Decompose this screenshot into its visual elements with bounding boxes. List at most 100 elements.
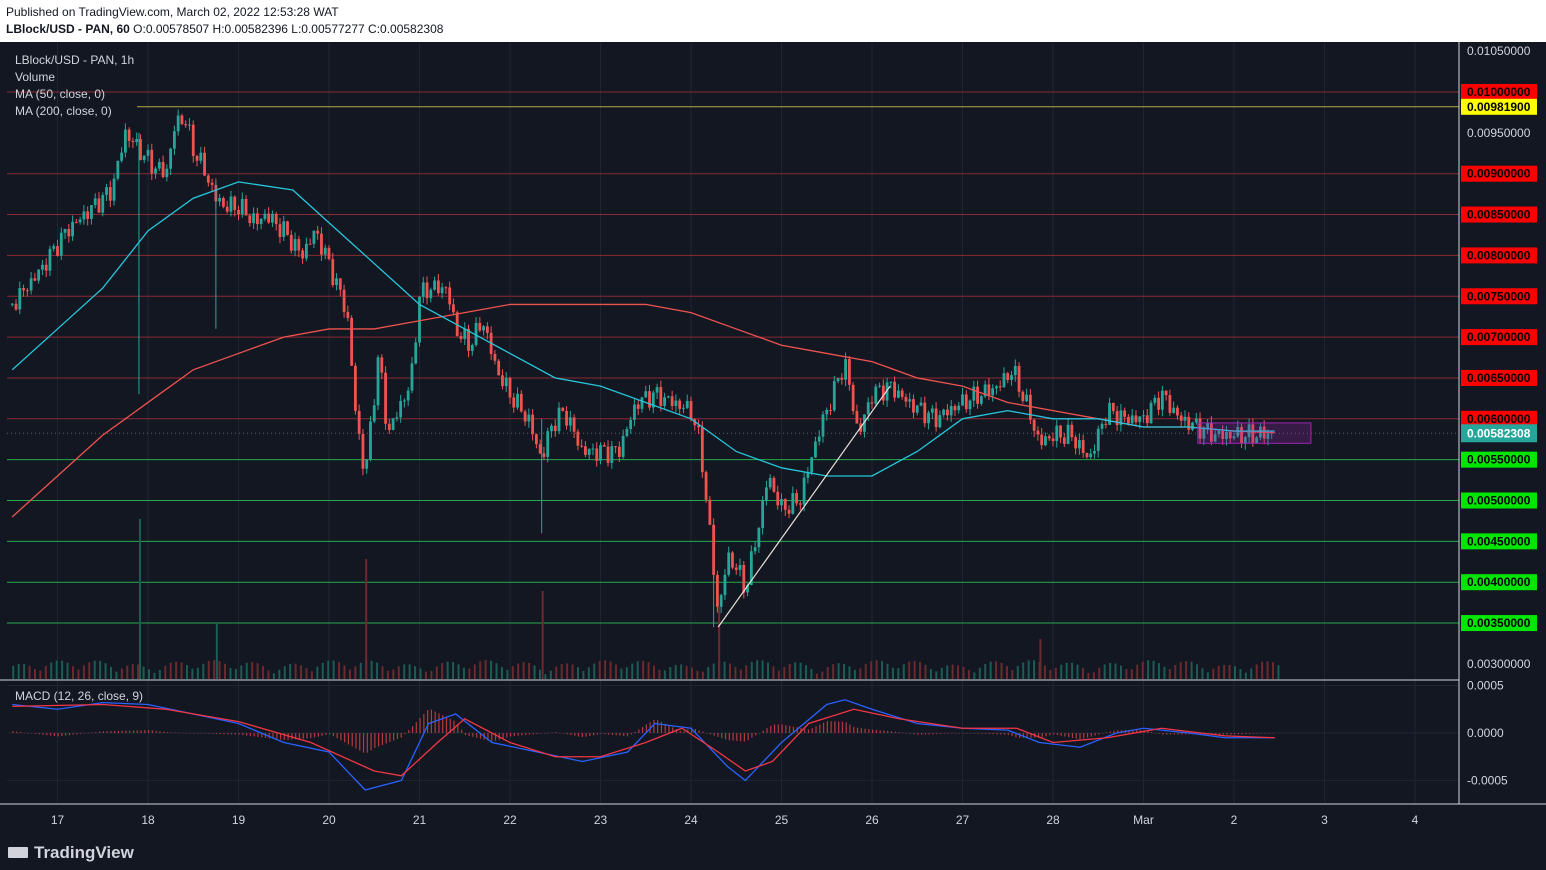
candle-body	[1145, 415, 1149, 424]
candle-body	[504, 377, 508, 387]
candle-body	[995, 386, 998, 389]
volume-bar	[745, 665, 748, 679]
candle-body	[135, 138, 139, 143]
candle-body	[904, 396, 908, 402]
price-chart[interactable]: 0.01050000 0.00950000 0.00300000 0.01000000…	[0, 42, 1546, 833]
macd-tick-label: 0.0000	[1467, 726, 1504, 740]
volume-bar	[1277, 665, 1280, 679]
volume-bar	[1098, 667, 1101, 679]
volume-bar	[777, 670, 780, 679]
candle-body	[29, 278, 33, 291]
candle-body	[274, 213, 278, 225]
macd-histogram-bar	[1245, 733, 1247, 735]
legend-volume: Volume	[15, 70, 56, 84]
macd-histogram-bar	[1064, 733, 1066, 737]
candle-body	[1221, 430, 1225, 439]
volume-bar	[517, 663, 520, 679]
macd-histogram-bar	[834, 721, 836, 733]
candle-body	[825, 409, 829, 415]
candle-body	[384, 372, 387, 424]
level-label: 0.00550000	[1467, 453, 1531, 467]
volume-bar	[864, 664, 867, 679]
candle-body	[666, 396, 670, 398]
macd-histogram-bar	[600, 733, 602, 734]
candle-body	[142, 155, 146, 160]
macd-histogram-bar	[1098, 733, 1100, 735]
volume-bar	[191, 668, 194, 679]
macd-histogram-bar	[370, 733, 372, 751]
volume-bar	[1174, 665, 1177, 679]
volume-bar	[338, 662, 341, 679]
volume-bar	[598, 660, 601, 679]
macd-histogram-bar	[574, 733, 576, 736]
candle-body	[1100, 423, 1104, 429]
candle-body	[1055, 425, 1059, 442]
macd-histogram-bar	[988, 733, 991, 734]
macd-histogram-bar	[31, 733, 33, 734]
macd-histogram-bar	[155, 730, 157, 733]
level-label-bg	[1461, 574, 1537, 591]
volume-bar	[446, 661, 449, 679]
candle-body	[866, 402, 870, 415]
candle-body	[1021, 391, 1025, 402]
macd-histogram-bar	[159, 731, 161, 733]
candle-body	[391, 418, 395, 430]
candle-body	[900, 390, 904, 397]
macd-histogram-bar	[1071, 733, 1074, 738]
macd-histogram-bar	[789, 725, 791, 733]
macd-histogram-bar	[110, 731, 112, 733]
volume-bar	[120, 668, 123, 679]
macd-histogram-bar	[970, 733, 972, 734]
macd-histogram-bar	[1075, 733, 1077, 739]
macd-histogram-bar	[966, 733, 968, 734]
volume-bar	[1228, 665, 1231, 679]
candle-body	[881, 385, 885, 401]
candle-body	[798, 503, 802, 505]
macd-histogram-bar	[272, 733, 274, 739]
macd-histogram-bar	[777, 724, 779, 733]
volume-bar	[604, 660, 607, 679]
macd-histogram-bar	[393, 733, 395, 741]
last-price-label: 0.00582308	[1467, 426, 1531, 440]
volume-bar	[1217, 666, 1220, 679]
volume-bar	[772, 666, 775, 679]
macd-histogram-bar	[219, 733, 221, 735]
candle-body	[640, 397, 644, 409]
volume-bar	[137, 664, 140, 679]
time-tick-label: 28	[1046, 813, 1060, 827]
macd-histogram-bar	[728, 733, 730, 741]
macd-histogram-bar	[623, 733, 625, 736]
candle-body	[542, 453, 546, 457]
macd-histogram-bar	[442, 715, 444, 733]
volume-bar	[1103, 664, 1106, 679]
candle-body	[912, 399, 915, 413]
macd-histogram-bar	[302, 733, 304, 739]
candle-body	[697, 425, 700, 428]
candle-body	[176, 115, 180, 132]
candle-body	[357, 410, 361, 434]
macd-histogram-bar	[928, 733, 930, 735]
macd-histogram-bar	[1094, 733, 1096, 736]
macd-histogram-bar	[230, 733, 233, 735]
macd-histogram-bar	[1128, 730, 1130, 733]
macd-histogram-bar	[140, 730, 142, 733]
candle-body	[723, 574, 727, 596]
price-tick-label: 0.00300000	[1467, 657, 1531, 671]
time-tick-label: 2	[1231, 813, 1238, 827]
macd-histogram-bar	[1083, 733, 1085, 739]
macd-histogram-bar	[868, 729, 870, 733]
candle-body	[448, 287, 452, 305]
candle-body	[440, 287, 444, 294]
macd-histogram-bar	[875, 729, 877, 733]
volume-bar	[1114, 663, 1117, 679]
macd-histogram-bar	[1109, 731, 1111, 733]
volume-bar	[332, 660, 335, 679]
candle-body	[742, 565, 746, 593]
candle-body	[1127, 416, 1130, 424]
candle-body	[25, 290, 29, 292]
time-tick-label: 20	[322, 813, 336, 827]
candle-body	[844, 359, 848, 380]
macd-histogram-bar	[608, 733, 610, 735]
level-label: 0.00500000	[1467, 494, 1531, 508]
candle-body	[1059, 425, 1062, 438]
